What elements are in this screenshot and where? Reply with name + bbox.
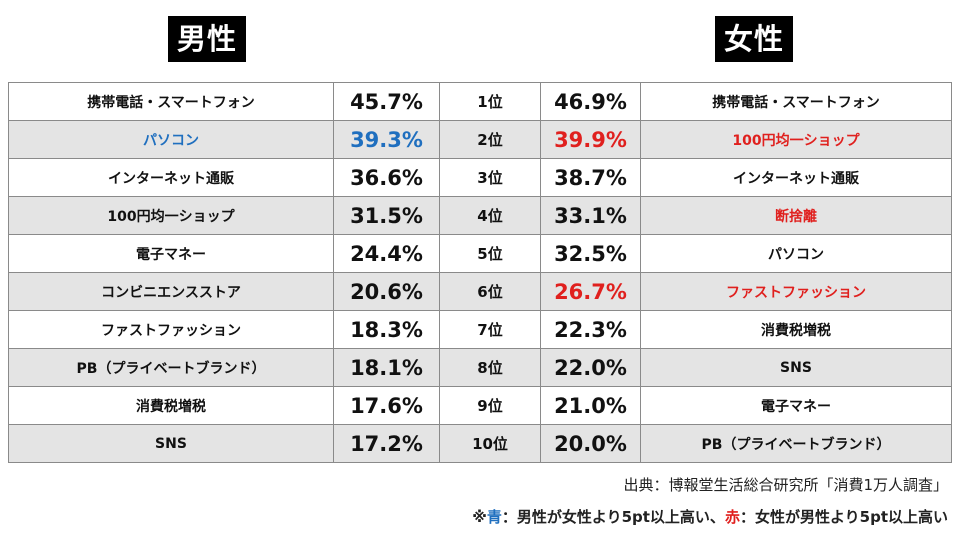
male-item: コンビニエンスストア [8,272,334,311]
male-item: 電子マネー [8,234,334,273]
rank-cell: 3位 [439,158,541,197]
rank-cell: 5位 [439,234,541,273]
male-pct: 45.7% [333,82,440,121]
female-item: インターネット通販 [640,158,952,197]
male-item: PB（プライベートブランド） [8,348,334,387]
table-row: ファストファッション 18.3% 7位 22.3% 消費税増税 [8,310,952,349]
male-header: 男性 [168,16,246,62]
table-row: 携帯電話・スマートフォン 45.7% 1位 46.9% 携帯電話・スマートフォン [8,82,952,121]
rank-cell: 4位 [439,196,541,235]
note-red-desc: ：女性が男性より5pt以上高い [739,508,948,526]
note-blue-desc: ：男性が女性より5pt以上高い、 [501,508,725,526]
male-item: 携帯電話・スマートフォン [8,82,334,121]
female-pct: 38.7% [540,158,641,197]
legend-note: ※青：男性が女性より5pt以上高い、赤：女性が男性より5pt以上高い [472,506,948,527]
female-pct: 26.7% [540,272,641,311]
female-item: 100円均一ショップ [640,120,952,159]
male-pct: 20.6% [333,272,440,311]
table-row: SNS 17.2% 10位 20.0% PB（プライベートブランド） [8,424,952,463]
table-row: 消費税増税 17.6% 9位 21.0% 電子マネー [8,386,952,425]
female-pct: 32.5% [540,234,641,273]
table-row: パソコン 39.3% 2位 39.9% 100円均一ショップ [8,120,952,159]
female-pct: 46.9% [540,82,641,121]
female-header: 女性 [715,16,793,62]
table-row: 電子マネー 24.4% 5位 32.5% パソコン [8,234,952,273]
rank-cell: 8位 [439,348,541,387]
rank-cell: 2位 [439,120,541,159]
male-item: 100円均一ショップ [8,196,334,235]
male-pct: 24.4% [333,234,440,273]
female-item: SNS [640,348,952,387]
table-row: コンビニエンスストア 20.6% 6位 26.7% ファストファッション [8,272,952,311]
female-pct: 22.3% [540,310,641,349]
note-red-word: 赤 [724,508,740,526]
female-pct: 39.9% [540,120,641,159]
female-item: パソコン [640,234,952,273]
male-item: 消費税増税 [8,386,334,425]
rank-cell: 6位 [439,272,541,311]
female-item: 電子マネー [640,386,952,425]
table-row: 100円均一ショップ 31.5% 4位 33.1% 断捨離 [8,196,952,235]
ranking-table: 携帯電話・スマートフォン 45.7% 1位 46.9% 携帯電話・スマートフォン パソコン… [8,82,952,463]
female-pct: 21.0% [540,386,641,425]
male-pct: 17.6% [333,386,440,425]
male-item: パソコン [8,120,334,159]
female-item: ファストファッション [640,272,952,311]
male-pct: 31.5% [333,196,440,235]
female-item: 断捨離 [640,196,952,235]
source-citation: 出典：博報堂生活総合研究所「消費1万人調査」 [623,476,948,494]
male-item: ファストファッション [8,310,334,349]
female-pct: 20.0% [540,424,641,463]
female-pct: 33.1% [540,196,641,235]
female-item: PB（プライベートブランド） [640,424,952,463]
table-row: PB（プライベートブランド） 18.1% 8位 22.0% SNS [8,348,952,387]
male-pct: 36.6% [333,158,440,197]
note-blue-word: 青 [486,508,502,526]
female-item: 携帯電話・スマートフォン [640,82,952,121]
female-pct: 22.0% [540,348,641,387]
rank-cell: 7位 [439,310,541,349]
male-pct: 18.1% [333,348,440,387]
rank-cell: 1位 [439,82,541,121]
note-prefix: ※ [472,508,487,526]
male-pct: 18.3% [333,310,440,349]
rank-cell: 9位 [439,386,541,425]
rank-cell: 10位 [439,424,541,463]
male-pct: 39.3% [333,120,440,159]
male-item: SNS [8,424,334,463]
male-item: インターネット通販 [8,158,334,197]
female-item: 消費税増税 [640,310,952,349]
male-pct: 17.2% [333,424,440,463]
table-row: インターネット通販 36.6% 3位 38.7% インターネット通販 [8,158,952,197]
